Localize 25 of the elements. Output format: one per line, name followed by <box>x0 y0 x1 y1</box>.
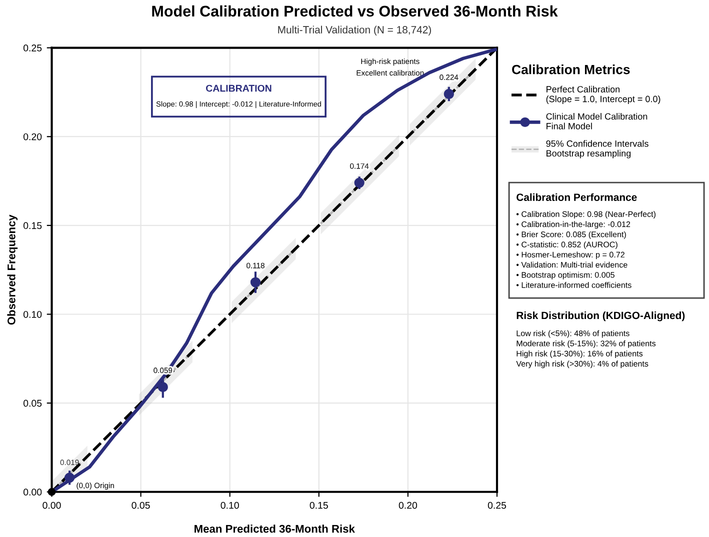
chart-subtitle: Multi-Trial Validation (N = 18,742) <box>278 26 431 36</box>
legend-title: Calibration Metrics <box>512 64 630 74</box>
legend-label: Clinical Model Calibration Final Model <box>546 113 648 130</box>
text: Risk Distribution (KDIGO-Aligned) <box>516 311 685 322</box>
legend-label: 95% Confidence Intervals Bootstrap resampling <box>546 140 648 158</box>
x-tick-label: 0.05 <box>132 502 150 509</box>
text: Calibration Performance <box>516 193 637 201</box>
x-tick-label: 0.10 <box>220 502 239 509</box>
annotation: CALIBRATION <box>206 84 272 92</box>
y-axis-title: Observed Frequency <box>7 214 18 325</box>
y-tick-label: 0.25 <box>23 44 42 52</box>
y-tick-label: 0.05 <box>23 400 42 407</box>
text: • Calibration Slope: 0.98 (Near-Perfect) • Calibration-in-the-large: -0.012 • Brier Score: 0.085 (Excellent) • C-statistic: 0.852 (AUROC) • Hosmer-Lemeshow: p = 0.72 • Validation: Multi-trial evidence • Bootstrap optimism: 0.005 • Literature-informed coefficients <box>516 211 656 288</box>
y-tick-label: 0.20 <box>23 133 42 140</box>
y-tick-label: 0.10 <box>23 310 42 318</box>
chart-title: Model Calibration Predicted vs Observed 36-Month Risk <box>152 5 558 17</box>
text: Low risk (<5%): 48% of patients Moderate risk (5-15%): 32% of patients High risk (15-30%): 16% of patients Very high risk (>30%): 4% of patients <box>516 330 656 368</box>
y-tick-label: 0.15 <box>23 222 42 230</box>
x-tick-label: 0.15 <box>310 502 328 509</box>
x-tick-label: 0.25 <box>488 502 506 509</box>
y-tick-label: 0.00 <box>23 488 42 496</box>
x-tick-label: 0.00 <box>42 502 61 509</box>
x-tick-label: 0.20 <box>398 502 418 509</box>
x-axis-title: Mean Predicted 36-Month Risk <box>194 524 355 533</box>
legend-label: Perfect Calibration (Slope = 1.0, Intercept = 0.0) <box>546 86 660 104</box>
